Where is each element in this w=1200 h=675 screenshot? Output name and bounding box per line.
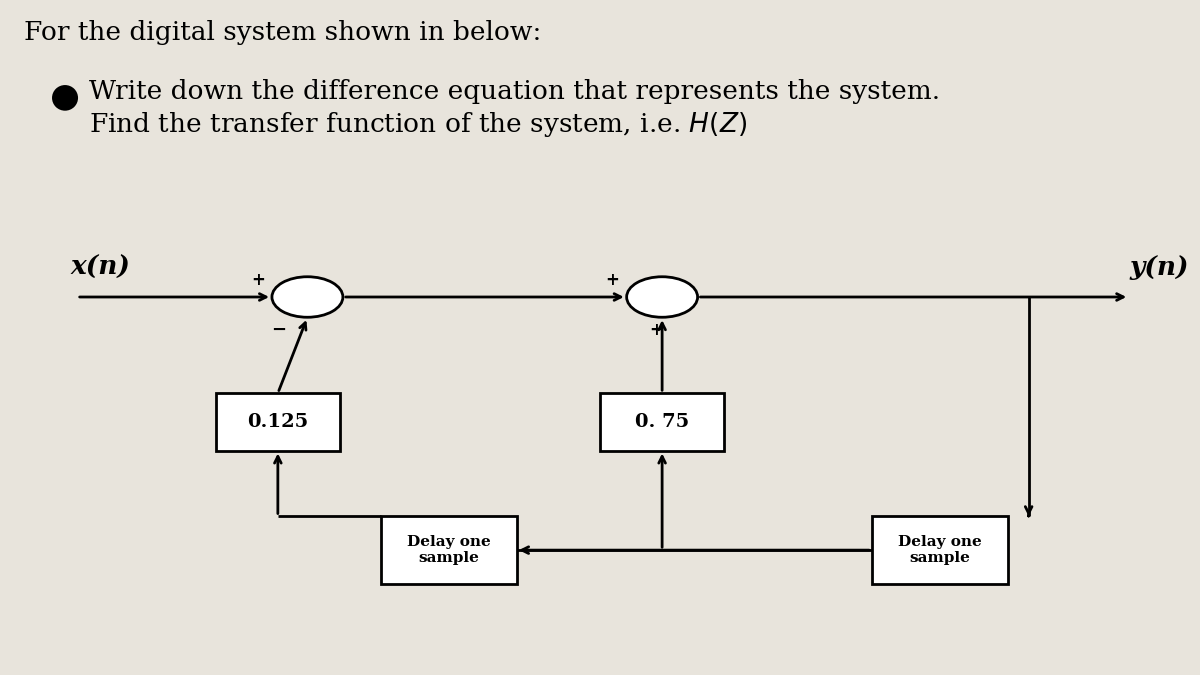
FancyBboxPatch shape xyxy=(382,516,517,584)
Ellipse shape xyxy=(52,85,78,111)
Text: 0. 75: 0. 75 xyxy=(635,413,689,431)
Text: +: + xyxy=(649,321,664,339)
FancyBboxPatch shape xyxy=(872,516,1008,584)
Text: x(n): x(n) xyxy=(71,255,131,280)
Text: −: − xyxy=(271,321,287,339)
Circle shape xyxy=(272,277,343,317)
Text: Write down the difference equation that represents the system.: Write down the difference equation that … xyxy=(89,78,940,104)
FancyBboxPatch shape xyxy=(600,393,724,451)
Text: +: + xyxy=(251,271,265,289)
Circle shape xyxy=(626,277,697,317)
FancyBboxPatch shape xyxy=(216,393,340,451)
Text: For the digital system shown in below:: For the digital system shown in below: xyxy=(24,20,541,45)
Text: Find the transfer function of the system, i.e. $H(Z)$: Find the transfer function of the system… xyxy=(89,111,746,139)
Text: Delay one
sample: Delay one sample xyxy=(408,535,491,565)
Text: +: + xyxy=(606,271,619,289)
Text: Delay one
sample: Delay one sample xyxy=(898,535,982,565)
Text: 0.125: 0.125 xyxy=(247,413,308,431)
Text: y(n): y(n) xyxy=(1129,255,1189,280)
